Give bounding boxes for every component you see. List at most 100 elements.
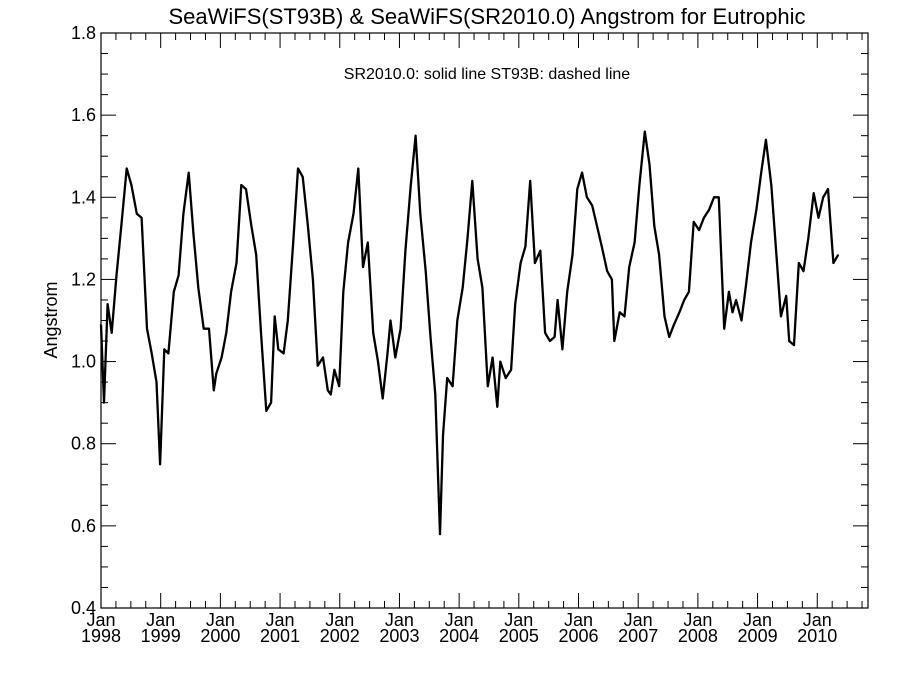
data-point <box>807 237 809 239</box>
chart-title: SeaWiFS(ST93B) & SeaWiFS(SR2010.0) Angst… <box>168 4 805 29</box>
x-tick-year-label: 2001 <box>260 626 300 646</box>
data-point <box>225 332 227 334</box>
data-point <box>203 328 205 330</box>
x-tick-year-label: 2002 <box>320 626 360 646</box>
data-point <box>487 385 489 387</box>
data-point <box>274 315 276 317</box>
data-point <box>505 377 507 379</box>
x-tick-month-label: Jan <box>146 610 175 630</box>
x-tick-year-label: 2008 <box>678 626 718 646</box>
data-point <box>638 184 641 186</box>
data-point <box>400 328 402 330</box>
data-point <box>576 188 578 190</box>
x-tick-year-label: 2007 <box>618 626 658 646</box>
data-point <box>230 291 232 293</box>
data-point <box>693 221 695 223</box>
data-point <box>529 180 531 182</box>
data-point <box>338 385 340 387</box>
x-tick-year-label: 2000 <box>200 626 240 646</box>
data-point <box>260 332 262 334</box>
data-point <box>817 217 820 219</box>
data-point <box>688 291 690 293</box>
data-point <box>775 250 777 252</box>
data-point <box>347 241 349 244</box>
data-point <box>419 213 421 215</box>
data-point <box>221 356 223 359</box>
data-point <box>141 217 143 219</box>
data-point <box>520 262 522 264</box>
data-point <box>510 369 512 371</box>
data-point <box>103 402 105 404</box>
data-point <box>514 303 516 305</box>
data-point <box>496 406 498 408</box>
x-tick-month-label: Jan <box>504 610 533 630</box>
x-tick-month-label: Jan <box>803 610 832 630</box>
data-point <box>534 262 536 264</box>
data-point <box>832 262 835 264</box>
data-point <box>115 274 118 276</box>
data-point <box>539 250 541 252</box>
x-tick-year-label: 2009 <box>738 626 778 646</box>
data-point <box>683 299 685 301</box>
data-point <box>322 356 324 359</box>
data-point <box>404 250 406 252</box>
data-point <box>760 172 762 174</box>
data-point <box>120 225 122 227</box>
data-point <box>446 377 448 379</box>
data-point <box>798 262 800 264</box>
data-point <box>750 241 752 244</box>
data-point <box>678 311 681 313</box>
data-point <box>155 381 158 383</box>
data-point <box>492 356 494 359</box>
y-tick-label: 1.0 <box>71 352 96 372</box>
x-tick-year-label: 2003 <box>379 626 419 646</box>
data-point <box>292 241 294 244</box>
data-point <box>302 176 304 178</box>
y-tick-label: 1.6 <box>71 105 96 125</box>
data-point <box>524 246 527 248</box>
data-point <box>265 410 267 412</box>
data-point <box>277 348 279 350</box>
data-point <box>571 254 574 256</box>
data-point <box>235 262 238 264</box>
x-tick-month-label: Jan <box>206 610 235 630</box>
data-point <box>613 340 615 342</box>
data-point <box>780 315 782 317</box>
data-point <box>628 266 630 268</box>
data-point <box>745 282 747 285</box>
data-point <box>586 196 588 198</box>
data-point <box>270 402 272 404</box>
x-tick-month-label: Jan <box>445 610 474 630</box>
data-point <box>382 397 384 400</box>
data-point <box>466 237 469 239</box>
x-tick-month-label: Jan <box>385 610 414 630</box>
data-point <box>130 184 132 186</box>
data-point <box>188 172 190 174</box>
data-point <box>788 340 790 342</box>
y-tick-label: 1.8 <box>71 23 96 43</box>
data-point <box>425 270 427 272</box>
data-point <box>471 180 473 182</box>
data-point <box>813 192 815 194</box>
data-point <box>785 295 787 297</box>
data-point <box>557 299 559 301</box>
data-point <box>377 361 379 363</box>
data-point <box>591 204 593 207</box>
data-point <box>802 270 805 272</box>
data-point <box>554 336 556 338</box>
data-point <box>644 131 646 133</box>
data-point <box>197 287 199 289</box>
data-point <box>126 167 128 170</box>
data-point <box>357 167 359 170</box>
data-point <box>372 332 374 334</box>
data-point <box>827 188 829 190</box>
data-point <box>208 328 210 330</box>
data-point <box>822 196 824 198</box>
data-point <box>765 139 767 141</box>
data-point <box>723 328 725 330</box>
data-point <box>330 393 332 395</box>
data-point <box>192 233 195 235</box>
y-tick-label: 0.6 <box>71 516 96 536</box>
data-point <box>549 340 551 342</box>
